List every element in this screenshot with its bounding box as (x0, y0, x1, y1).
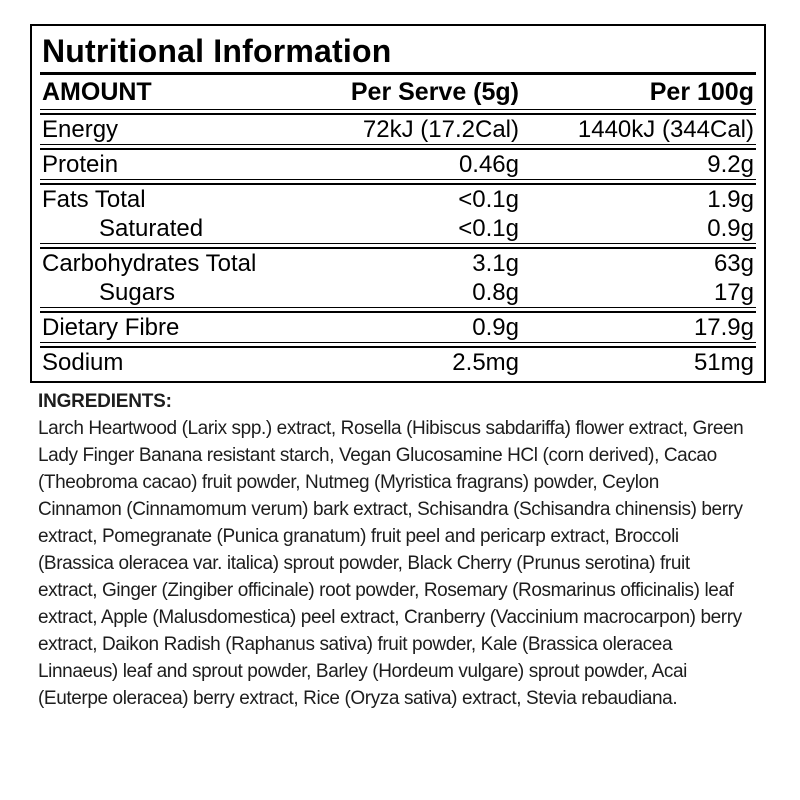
nutrient-per-100g-value: 51mg (693, 349, 754, 376)
ingredients-heading: INGREDIENTS: (38, 391, 172, 412)
title-divider (40, 72, 756, 75)
nutrient-label: Saturated (99, 215, 204, 242)
table-row: Sugars 0.8g 17g (32, 278, 764, 307)
nutrient-label: Protein (42, 151, 119, 178)
nutrient-label: Carbohydrates Total (42, 250, 257, 277)
nutrient-label: Sodium (42, 349, 124, 376)
nutrient-per-serve-value: 2.5mg (452, 349, 519, 376)
table-row: Carbohydrates Total 3.1g 63g (32, 249, 764, 278)
column-header-amount: AMOUNT (42, 78, 152, 106)
nutrient-per-100g-value: 17g (713, 279, 754, 306)
nutrient-per-serve-value: 0.8g (472, 279, 519, 306)
nutrient-rows: Energy 72kJ (17.2Cal) 1440kJ (344Cal) Pr… (32, 115, 764, 377)
row-separator (40, 179, 756, 185)
table-row: Saturated <0.1g 0.9g (32, 214, 764, 243)
column-header-per-serve: Per Serve (5g) (350, 78, 519, 106)
nutrient-per-100g-value: 9.2g (707, 151, 754, 178)
column-header-per-100g: Per 100g (649, 78, 754, 106)
nutrient-per-100g-value: 17.9g (693, 314, 754, 341)
nutrient-per-serve-value: 0.46g (458, 151, 519, 178)
nutrient-label: Sugars (99, 279, 176, 306)
nutrient-label: Dietary Fibre (42, 314, 180, 341)
nutrient-per-serve-value: <0.1g (458, 186, 519, 213)
row-separator (40, 243, 756, 249)
table-row: Sodium 2.5mg 51mg (32, 348, 764, 377)
table-row: Energy 72kJ (17.2Cal) 1440kJ (344Cal) (32, 115, 764, 144)
nutrient-label: Energy (42, 116, 119, 143)
row-separator (40, 342, 756, 348)
nutrient-per-serve-value: 3.1g (472, 250, 519, 277)
header-divider (40, 109, 756, 115)
nutrient-per-serve-value: 0.9g (472, 314, 519, 341)
nutrition-panel: Nutritional Information AMOUNT Per Serve… (30, 24, 766, 383)
nutrient-per-100g-value: 63g (713, 250, 754, 277)
table-row: Protein 0.46g 9.2g (32, 150, 764, 179)
nutrient-per-serve-value: 72kJ (17.2Cal) (362, 116, 519, 143)
nutrient-per-100g-value: 0.9g (707, 215, 754, 242)
nutrient-per-100g-value: 1440kJ (344Cal) (577, 116, 754, 143)
nutrient-per-serve-value: <0.1g (458, 215, 519, 242)
nutrient-label: Fats Total (42, 186, 146, 213)
table-row: Dietary Fibre 0.9g 17.9g (32, 313, 764, 342)
table-header: AMOUNT Per Serve (5g) Per 100g (32, 75, 764, 109)
panel-title: Nutritional Information (42, 33, 392, 69)
row-separator (40, 144, 756, 150)
nutrient-per-100g-value: 1.9g (707, 186, 754, 213)
row-separator (40, 307, 756, 313)
ingredients-section: INGREDIENTS: Larch Heartwood (Larix spp.… (38, 388, 744, 712)
table-row: Fats Total <0.1g 1.9g (32, 185, 764, 214)
ingredients-text: Larch Heartwood (Larix spp.) extract, Ro… (38, 418, 744, 709)
